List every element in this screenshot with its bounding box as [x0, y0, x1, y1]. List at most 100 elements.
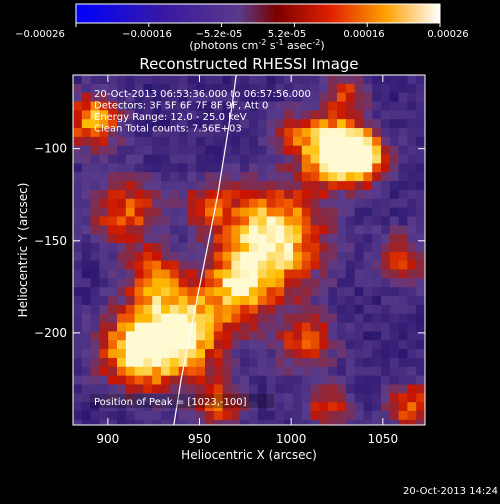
- heatmap-cell: [143, 331, 153, 341]
- heatmap-cell: [178, 269, 188, 279]
- heatmap-cell: [187, 375, 197, 385]
- heatmap-cell: [99, 136, 109, 147]
- heatmap-cell: [187, 198, 197, 209]
- heatmap-cell: [187, 251, 197, 262]
- heatmap-cell: [178, 278, 188, 288]
- heatmap-cell: [398, 357, 408, 368]
- heatmap-cell: [275, 181, 285, 191]
- heatmap-cell: [169, 251, 179, 262]
- heatmap-cell: [337, 278, 347, 288]
- heatmap-cell: [213, 402, 223, 412]
- heatmap-cell: [231, 101, 241, 111]
- heatmap-cell: [389, 119, 399, 129]
- heatmap-cell: [398, 189, 408, 200]
- heatmap-cell: [117, 366, 127, 377]
- heatmap-cell: [99, 260, 109, 270]
- heatmap-cell: [187, 234, 197, 244]
- heatmap-cell: [169, 411, 179, 421]
- heatmap-cell: [213, 154, 223, 164]
- heatmap-cell: [169, 366, 179, 377]
- heatmap-cell: [196, 189, 206, 200]
- heatmap-cell: [354, 322, 364, 332]
- heatmap-cell: [345, 411, 355, 421]
- heatmap-cell: [240, 322, 250, 332]
- heatmap-cell: [108, 269, 118, 279]
- heatmap-cell: [73, 313, 83, 323]
- heatmap-cell: [301, 154, 311, 164]
- heatmap-cell: [125, 251, 135, 262]
- heatmap-cell: [90, 331, 100, 341]
- heatmap-cell: [257, 357, 267, 368]
- heatmap-cell: [205, 189, 215, 200]
- heatmap-cell: [354, 243, 364, 253]
- heatmap-cell: [134, 145, 144, 155]
- heatmap-cell: [389, 110, 399, 120]
- heatmap-cell: [73, 304, 83, 315]
- heatmap-cell: [196, 145, 206, 155]
- heatmap-cell: [416, 260, 425, 270]
- heatmap-cell: [337, 189, 347, 200]
- heatmap-cell: [143, 101, 153, 111]
- heatmap-cell: [152, 163, 162, 173]
- heatmap-cell: [231, 189, 241, 200]
- heatmap-cell: [345, 119, 355, 129]
- heatmap-cell: [381, 128, 391, 138]
- heatmap-cell: [134, 322, 144, 332]
- heatmap-cell: [328, 313, 338, 323]
- heatmap-cell: [196, 128, 206, 138]
- heatmap-cell: [381, 357, 391, 368]
- heatmap-cell: [143, 243, 153, 253]
- heatmap-cell: [416, 225, 425, 235]
- heatmap-cell: [345, 304, 355, 315]
- heatmap-cell: [187, 287, 197, 297]
- heatmap-cell: [134, 128, 144, 138]
- heatmap-cell: [90, 393, 100, 403]
- heatmap-cell: [293, 278, 303, 288]
- heatmap-cell: [117, 384, 127, 394]
- heatmap-cell: [117, 75, 127, 85]
- heatmap-cell: [319, 119, 329, 129]
- heatmap-cell: [345, 154, 355, 164]
- heatmap-cell: [293, 128, 303, 138]
- heatmap-cell: [266, 375, 276, 385]
- heatmap-cell: [284, 349, 294, 359]
- heatmap-cell: [328, 419, 338, 425]
- heatmap-cell: [90, 110, 100, 120]
- heatmap-cell: [187, 75, 197, 85]
- heatmap-cell: [187, 128, 197, 138]
- heatmap-cell: [381, 322, 391, 332]
- heatmap-cell: [196, 154, 206, 164]
- heatmap-cell: [363, 216, 373, 226]
- heatmap-cell: [310, 357, 320, 368]
- heatmap-cell: [143, 287, 153, 297]
- heatmap-cell: [293, 145, 303, 155]
- heatmap-cell: [381, 154, 391, 164]
- heatmap-cell: [398, 349, 408, 359]
- heatmap-cell: [169, 349, 179, 359]
- heatmap-cell: [196, 234, 206, 244]
- heatmap-cell: [372, 216, 382, 226]
- heatmap-cell: [416, 384, 425, 394]
- heatmap-cell: [134, 243, 144, 253]
- heatmap-cell: [152, 269, 162, 279]
- heatmap-cell: [161, 322, 171, 332]
- heatmap-cell: [99, 128, 109, 138]
- heatmap-cell: [337, 101, 347, 111]
- heatmap-cell: [372, 296, 382, 306]
- heatmap-cell: [337, 287, 347, 297]
- heatmap-cell: [345, 419, 355, 425]
- heatmap-cell: [398, 384, 408, 394]
- heatmap-cell: [310, 136, 320, 147]
- heatmap-cell: [117, 269, 127, 279]
- heatmap-cell: [152, 154, 162, 164]
- heatmap-cell: [73, 198, 83, 209]
- heatmap-cell: [213, 393, 223, 403]
- heatmap-cell: [284, 322, 294, 332]
- heatmap-cell: [275, 101, 285, 111]
- heatmap-cell: [187, 101, 197, 111]
- heatmap-cell: [257, 393, 267, 403]
- heatmap-cell: [381, 145, 391, 155]
- heatmap-cell: [178, 331, 188, 341]
- heatmap-cell: [196, 172, 206, 182]
- heatmap-cell: [301, 287, 311, 297]
